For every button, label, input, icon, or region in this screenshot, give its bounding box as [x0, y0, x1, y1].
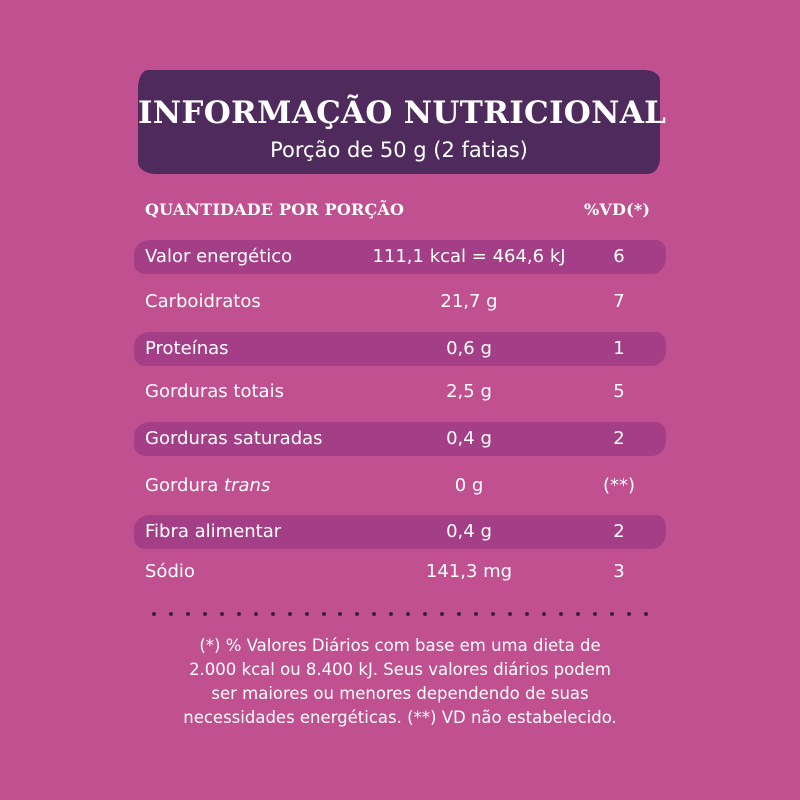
nutrient-amount: 111,1 kcal = 464,6 kJ	[372, 246, 566, 267]
nutrient-name-text: Gordura	[145, 475, 219, 496]
nutrient-vd: 5	[613, 381, 625, 402]
dotted-divider	[152, 612, 648, 618]
nutrient-name: Carboidratos	[145, 291, 261, 312]
nutrient-amount: 0,4 g	[446, 428, 492, 449]
nutrient-name: Fibra alimentar	[145, 521, 282, 542]
nutrient-name: Gorduras saturadas	[145, 428, 323, 449]
nutrient-vd: 3	[613, 561, 625, 582]
nutrient-row-saturated-fat: Gorduras saturadas 0,4 g 2	[134, 422, 666, 456]
nutrient-amount: 0,4 g	[446, 521, 492, 542]
nutrient-name: Sódio	[145, 561, 195, 582]
nutrient-row-fiber: Fibra alimentar 0,4 g 2	[134, 515, 666, 549]
nutrient-row-carbs: Carboidratos 21,7 g 7	[134, 285, 666, 319]
footnote-line: (*) % Valores Diários com base em uma di…	[199, 636, 601, 655]
nutrient-name: Proteínas	[145, 338, 229, 359]
nutrient-amount: 21,7 g	[440, 291, 498, 312]
title-banner: INFORMAÇÃO NUTRICIONAL Porção de 50 g (2…	[138, 70, 667, 174]
nutrient-amount: 2,5 g	[446, 381, 492, 402]
footnote-line: 2.000 kcal ou 8.400 kJ. Seus valores diá…	[189, 660, 611, 679]
nutrient-name: Gorduras totais	[145, 381, 284, 402]
nutrient-name-italic: trans	[224, 475, 271, 496]
column-header-quantity: QUANTIDADE POR PORÇÃO	[145, 200, 405, 219]
nutrient-vd: 6	[613, 246, 625, 267]
nutrient-vd: (**)	[602, 475, 636, 496]
nutrient-amount: 0 g	[454, 475, 484, 496]
nutrient-row-protein: Proteínas 0,6 g 1	[134, 332, 666, 366]
nutrient-amount: 141,3 mg	[425, 561, 513, 582]
nutrient-vd: 1	[613, 338, 625, 359]
nutrient-vd: 2	[613, 428, 625, 449]
footnote-line: ser maiores ou menores dependendo de sua…	[211, 684, 589, 703]
nutrient-row-energy: Valor energético 111,1 kcal = 464,6 kJ 6	[134, 240, 666, 274]
nutrient-amount: 0,6 g	[446, 338, 492, 359]
nutrient-row-trans-fat: Gordura trans 0 g (**)	[134, 469, 666, 503]
column-header-vd: %VD(*)	[584, 200, 651, 219]
nutrient-vd: 2	[613, 521, 625, 542]
footnote-line: necessidades energéticas. (**) VD não es…	[183, 708, 617, 727]
serving-size: Porção de 50 g (2 fatias)	[270, 138, 528, 162]
nutrient-name: Gordura trans	[145, 475, 270, 496]
nutrient-row-sodium: Sódio 141,3 mg 3	[134, 555, 666, 589]
nutrient-name: Valor energético	[145, 246, 293, 267]
nutrient-vd: 7	[613, 291, 625, 312]
panel-title: INFORMAÇÃO NUTRICIONAL	[138, 95, 667, 131]
nutrient-row-total-fat: Gorduras totais 2,5 g 5	[134, 375, 666, 409]
footnote: (*) % Valores Diários com base em uma di…	[130, 634, 670, 730]
